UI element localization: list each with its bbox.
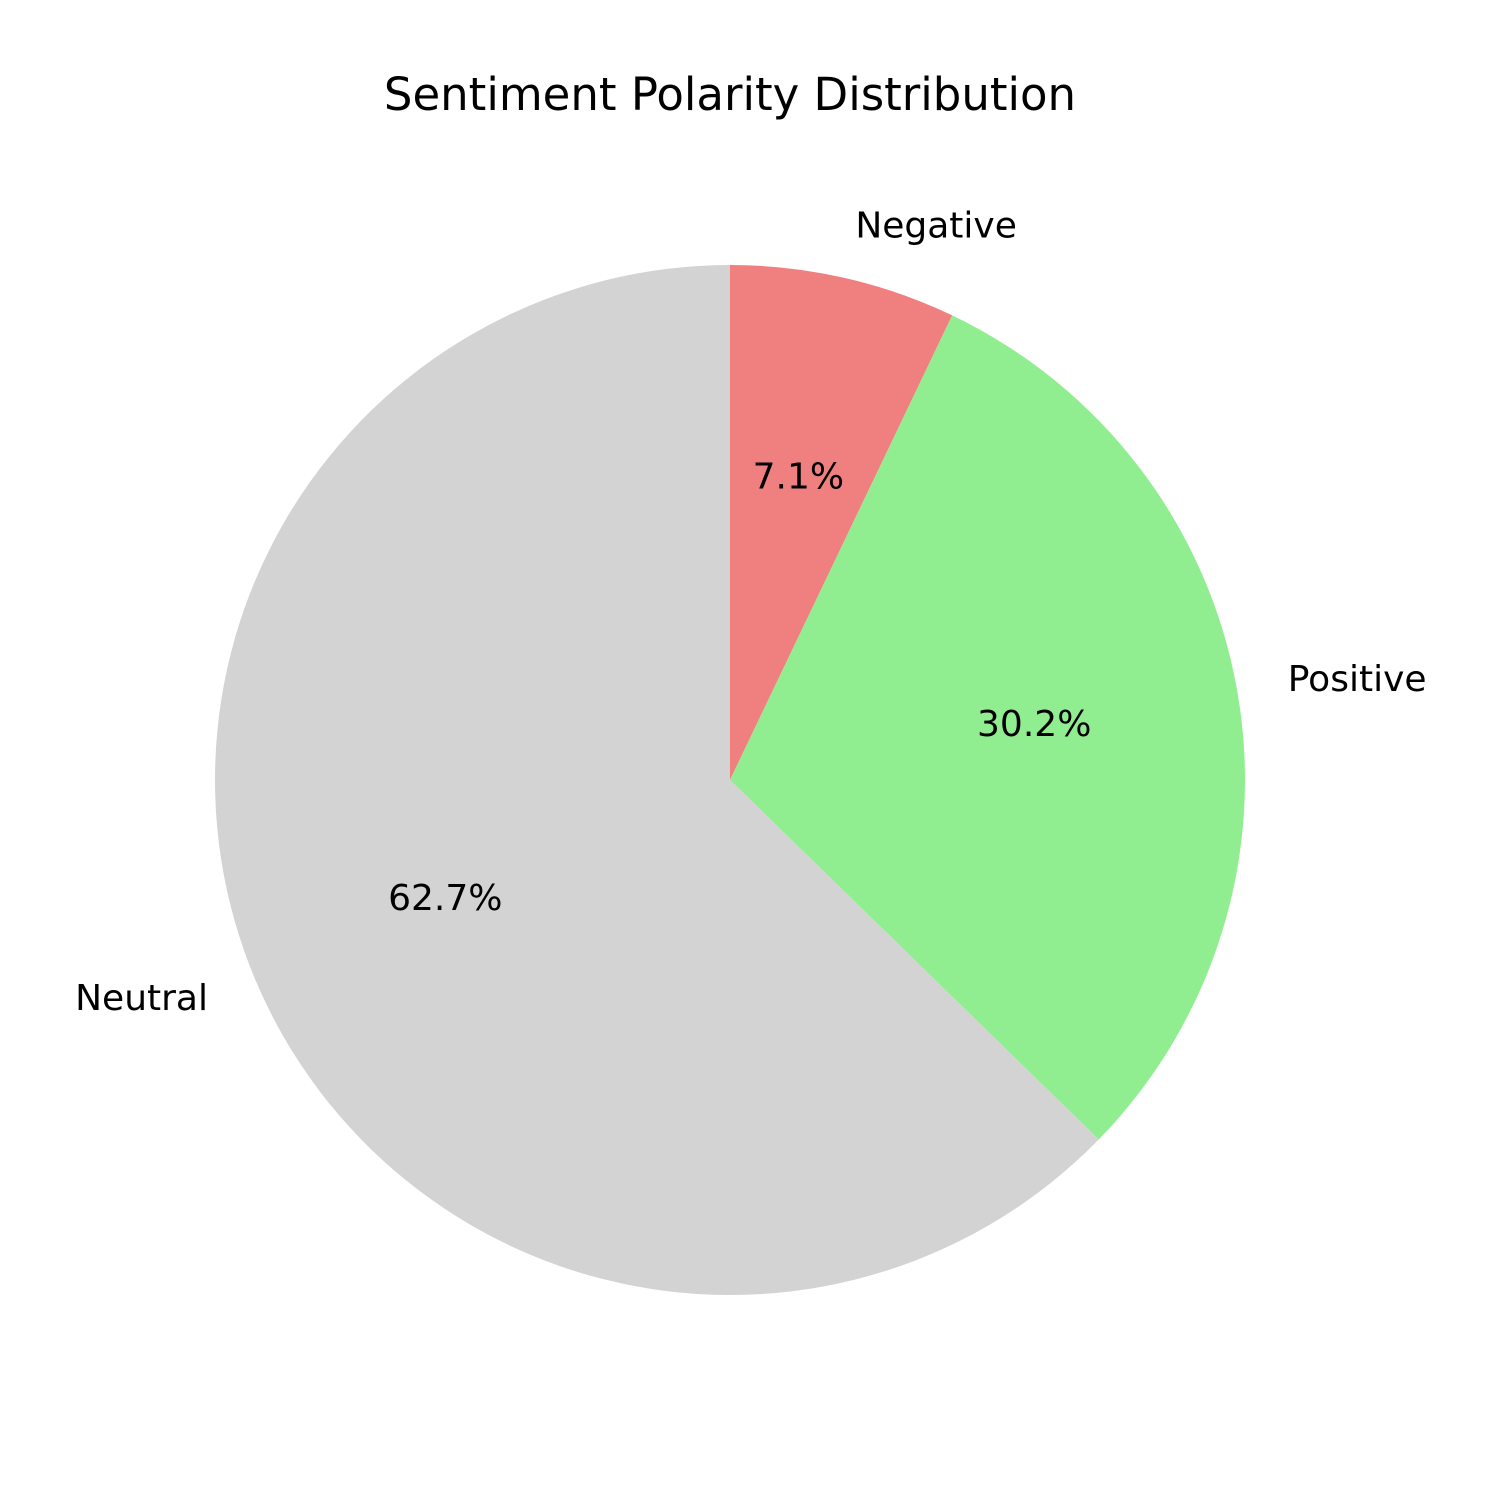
slice-label-positive: Positive <box>1288 659 1427 700</box>
slice-label-neutral: Neutral <box>75 978 208 1019</box>
pie-slice-positive <box>730 315 1245 1140</box>
pie-slice-negative <box>730 265 953 780</box>
pie-labels: Negative 7.1% Positive 30.2% Neutral 62.7% <box>75 206 1426 1020</box>
chart-title: Sentiment Polarity Distribution <box>384 68 1076 121</box>
pct-label-neutral: 62.7% <box>388 878 502 919</box>
slice-label-negative: Negative <box>855 206 1017 247</box>
pie-slices <box>214 265 1245 1295</box>
pct-label-positive: 30.2% <box>977 704 1091 745</box>
pct-label-negative: 7.1% <box>753 457 844 498</box>
pie-slice-neutral <box>214 265 1099 1295</box>
